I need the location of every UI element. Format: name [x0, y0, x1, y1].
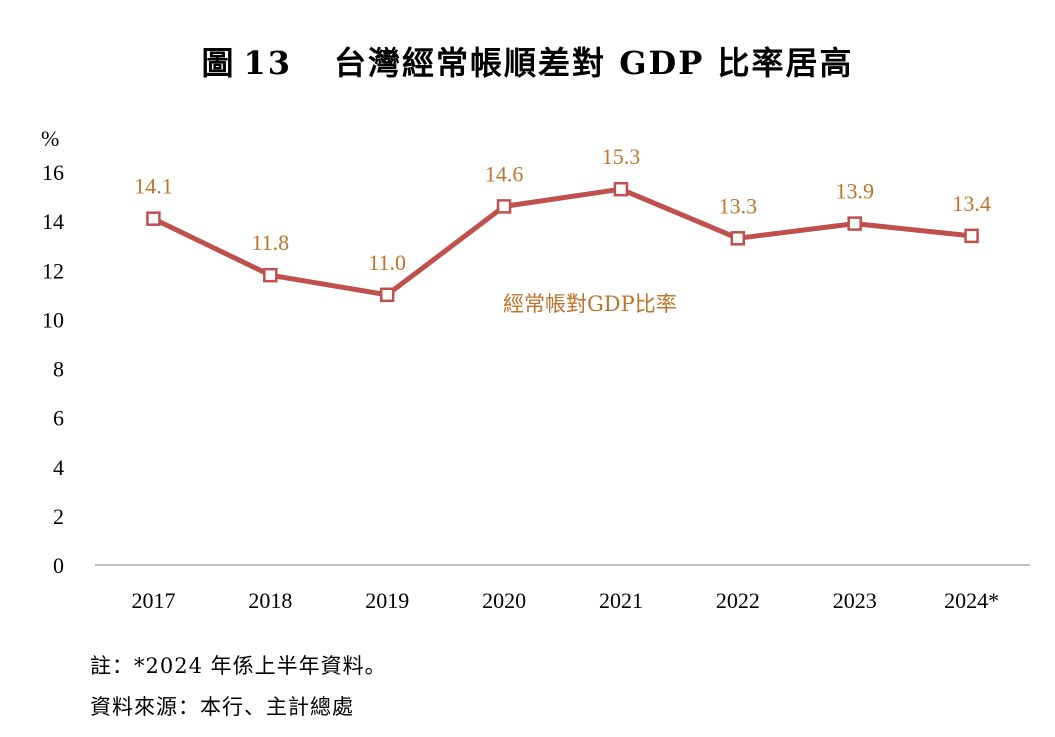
data-label: 14.1 — [134, 174, 173, 199]
x-tick-label: 2022 — [716, 588, 760, 613]
data-label: 13.4 — [952, 191, 991, 216]
data-label: 13.9 — [835, 179, 874, 204]
x-axis-ticks: 2017 2018 2019 2020 2021 2022 2023 2024* — [131, 588, 999, 613]
series-markers — [146, 181, 979, 303]
data-point-marker — [964, 228, 979, 244]
data-point-marker — [847, 216, 862, 231]
x-tick-label: 2021 — [599, 588, 643, 613]
data-point-marker — [263, 267, 278, 283]
title-text: 台灣經常帳順差對 GDP 比率居高 — [334, 44, 854, 82]
y-tick-label: 12 — [42, 258, 64, 283]
data-point-marker — [730, 231, 746, 246]
data-point-marker — [379, 287, 395, 303]
data-labels: 14.1 11.8 11.0 14.6 15.3 13.3 13.9 13.4 — [134, 144, 991, 275]
y-tick-label: 6 — [53, 406, 64, 431]
x-tick-label: 2020 — [482, 588, 526, 613]
x-tick-label: 2017 — [131, 588, 175, 613]
y-tick-label: 2 — [53, 504, 64, 529]
series-line — [152, 186, 972, 298]
data-label: 15.3 — [602, 144, 641, 169]
chart-title: 圖 13 台灣經常帳順差對 GDP 比率居高 — [0, 38, 1055, 84]
data-point-marker — [496, 199, 512, 214]
y-axis-ticks: 0 2 4 6 8 10 12 14 16 — [42, 160, 64, 578]
x-tick-label: 2024* — [944, 588, 999, 613]
data-label: 14.6 — [485, 161, 524, 186]
x-tick-label: 2018 — [248, 588, 292, 613]
y-tick-label: 10 — [42, 307, 64, 332]
x-tick-label: 2023 — [833, 588, 877, 613]
data-point-marker — [613, 181, 629, 197]
y-tick-label: 4 — [53, 455, 64, 480]
title-prefix: 圖 — [201, 44, 236, 82]
data-point-marker — [146, 211, 161, 226]
y-tick-label: 0 — [53, 553, 64, 578]
series-label: 經常帳對GDP比率 — [503, 292, 677, 316]
title-number: 13 — [243, 44, 293, 82]
y-axis-unit: % — [41, 126, 59, 151]
footnote-source: 資料來源：本行、主計總處 — [90, 695, 354, 719]
y-tick-label: 14 — [42, 209, 64, 234]
y-tick-label: 8 — [53, 357, 64, 382]
data-label: 13.3 — [719, 193, 758, 218]
x-tick-label: 2019 — [365, 588, 409, 613]
data-label: 11.0 — [368, 250, 406, 275]
y-tick-label: 16 — [42, 160, 64, 185]
data-label: 11.8 — [251, 230, 289, 255]
footnote-note: 註：*2024 年係上半年資料。 — [90, 654, 387, 678]
